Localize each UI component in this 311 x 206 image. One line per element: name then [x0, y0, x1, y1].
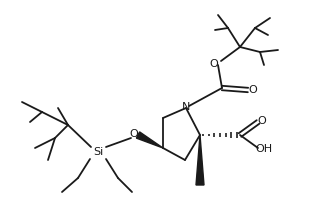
Polygon shape — [137, 132, 163, 148]
Text: Si: Si — [93, 147, 103, 157]
Text: OH: OH — [255, 144, 272, 154]
Text: O: O — [210, 59, 218, 69]
Text: O: O — [258, 116, 267, 126]
Text: N: N — [182, 102, 190, 112]
Polygon shape — [196, 135, 204, 185]
Text: O: O — [248, 85, 258, 95]
Text: O: O — [130, 129, 138, 139]
